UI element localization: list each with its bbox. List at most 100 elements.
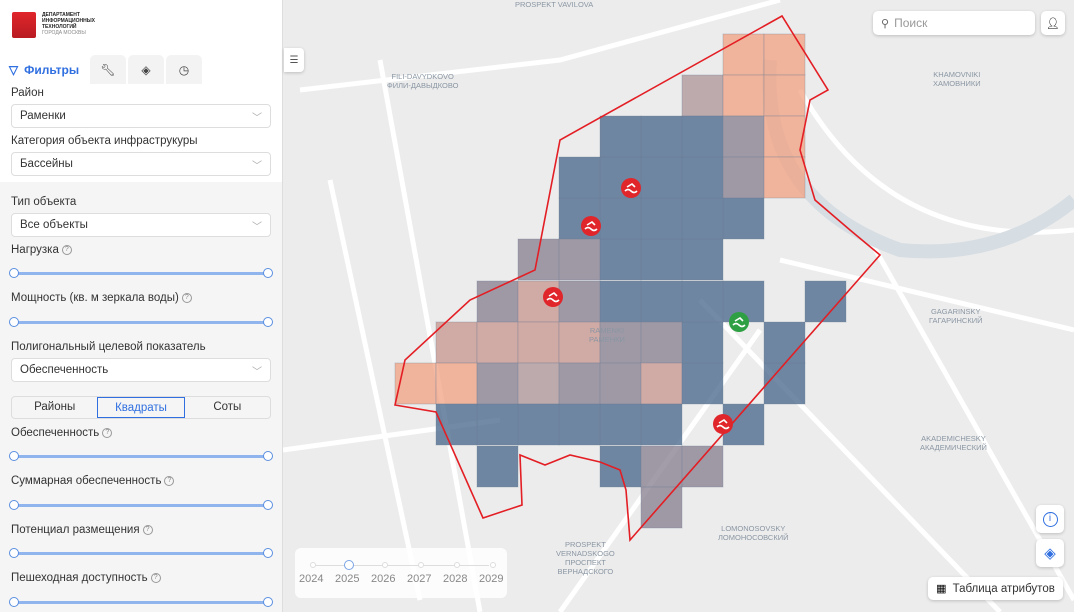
grid-cell[interactable] — [476, 362, 519, 405]
year-timeline[interactable]: 2024 2025 2026 2027 2028 2029 — [295, 548, 507, 598]
year-label[interactable]: 2029 — [479, 573, 504, 585]
grid-cell[interactable] — [640, 445, 683, 488]
slider-handle[interactable] — [9, 500, 19, 510]
grid-cell[interactable] — [681, 197, 724, 240]
search-box[interactable]: ⚲ Поиск — [873, 11, 1035, 35]
grid-cell[interactable] — [640, 156, 683, 199]
slider-handle[interactable] — [263, 451, 273, 461]
slider-handle[interactable] — [9, 268, 19, 278]
mode-districts[interactable]: Районы — [34, 401, 76, 413]
grid-cell[interactable] — [558, 321, 601, 364]
slider-handle[interactable] — [263, 548, 273, 558]
grid-cell[interactable] — [394, 362, 437, 405]
slider-handle[interactable] — [9, 317, 19, 327]
grid-cell[interactable] — [558, 280, 601, 323]
year-label[interactable]: 2026 — [371, 573, 396, 585]
grid-cell[interactable] — [722, 74, 765, 117]
grid-cell[interactable] — [640, 115, 683, 158]
grid-cell[interactable] — [681, 156, 724, 199]
help-icon[interactable]: ? — [61, 244, 72, 255]
map-canvas[interactable] — [283, 0, 1074, 612]
slider-handle[interactable] — [263, 597, 273, 607]
tab-layers[interactable]: ◈ — [128, 55, 164, 84]
help-icon[interactable]: ? — [164, 475, 175, 486]
s1-slider[interactable] — [9, 451, 273, 461]
grid-cell[interactable] — [476, 445, 519, 488]
help-icon[interactable]: ? — [181, 292, 192, 303]
grid-cell[interactable] — [558, 362, 601, 405]
info-button[interactable]: i — [1036, 505, 1064, 533]
s2-slider[interactable] — [9, 500, 273, 510]
pool-marker-icon[interactable] — [543, 287, 563, 307]
grid-cell[interactable] — [763, 74, 806, 117]
grid-cell[interactable] — [599, 197, 642, 240]
year-label[interactable]: 2024 — [299, 573, 324, 585]
year-tick[interactable] — [418, 562, 424, 568]
slider-handle[interactable] — [9, 451, 19, 461]
search-input[interactable]: Поиск — [894, 16, 928, 30]
grid-cell[interactable] — [599, 403, 642, 446]
grid-cell[interactable] — [640, 280, 683, 323]
grid-cell[interactable] — [476, 403, 519, 446]
slider-handle[interactable] — [263, 500, 273, 510]
grid-cell[interactable] — [599, 362, 642, 405]
year-label[interactable]: 2028 — [443, 573, 468, 585]
grid-cell[interactable] — [681, 280, 724, 323]
grid-cell[interactable] — [599, 280, 642, 323]
grid-cell[interactable] — [681, 362, 724, 405]
grid-cell[interactable] — [599, 445, 642, 488]
year-tick[interactable] — [454, 562, 460, 568]
grid-cell[interactable] — [681, 74, 724, 117]
tab-history[interactable]: ◷ — [166, 55, 202, 84]
slider-handle[interactable] — [9, 597, 19, 607]
grid-cell[interactable] — [517, 321, 560, 364]
district-select[interactable]: Раменки ﹀ — [11, 104, 271, 128]
year-tick[interactable] — [490, 562, 496, 568]
grid-cell[interactable] — [681, 445, 724, 488]
year-tick[interactable] — [382, 562, 388, 568]
layers-button[interactable]: ◈ — [1036, 539, 1064, 567]
attribute-table-button[interactable]: ▦ Таблица атрибутов — [928, 577, 1063, 600]
grid-cell[interactable] — [517, 238, 560, 281]
year-label[interactable]: 2025 — [335, 573, 360, 585]
grid-cell[interactable] — [640, 403, 683, 446]
help-icon[interactable]: ? — [102, 427, 113, 438]
grid-cell[interactable] — [558, 238, 601, 281]
grid-cell[interactable] — [517, 362, 560, 405]
grid-cell[interactable] — [599, 238, 642, 281]
grid-cell[interactable] — [435, 321, 478, 364]
grid-cell[interactable] — [640, 197, 683, 240]
category-select[interactable]: Бассейны ﹀ — [11, 152, 271, 176]
grid-cell[interactable] — [476, 321, 519, 364]
mode-squares[interactable]: Квадраты — [97, 397, 185, 418]
map[interactable]: FILI-DAVYDKOVO ФИЛИ-ДАВЫДКОВО KHAMOVNIKI… — [283, 0, 1074, 612]
grid-cell[interactable] — [681, 238, 724, 281]
polygon-select[interactable]: Обеспеченность ﹀ — [11, 358, 271, 382]
slider-handle[interactable] — [9, 548, 19, 558]
grid-cell[interactable] — [763, 321, 806, 364]
tab-filters[interactable]: ▽ Фильтры — [0, 55, 88, 84]
grid-cell[interactable] — [681, 321, 724, 364]
grid-cell[interactable] — [435, 362, 478, 405]
help-icon[interactable]: ? — [142, 524, 153, 535]
year-label[interactable]: 2027 — [407, 573, 432, 585]
grid-cell[interactable] — [640, 238, 683, 281]
help-icon[interactable]: ? — [150, 572, 161, 583]
pool-marker-icon[interactable] — [581, 216, 601, 236]
grid-cell[interactable] — [640, 362, 683, 405]
collapse-sidebar-button[interactable]: ☰ — [284, 48, 304, 72]
mode-hexes[interactable]: Соты — [213, 401, 242, 413]
type-select[interactable]: Все объекты ﹀ — [11, 213, 271, 237]
grid-cell[interactable] — [763, 156, 806, 199]
grid-cell[interactable] — [722, 33, 765, 76]
s3-slider[interactable] — [9, 548, 273, 558]
grid-cell[interactable] — [763, 115, 806, 158]
grid-cell[interactable] — [640, 321, 683, 364]
s4-slider[interactable] — [9, 597, 273, 607]
grid-cell[interactable] — [558, 403, 601, 446]
grid-cell[interactable] — [599, 115, 642, 158]
power-slider[interactable] — [9, 317, 273, 327]
grid-cell[interactable] — [722, 156, 765, 199]
pool-marker-icon[interactable] — [621, 178, 641, 198]
pool-marker-icon[interactable] — [729, 312, 749, 332]
